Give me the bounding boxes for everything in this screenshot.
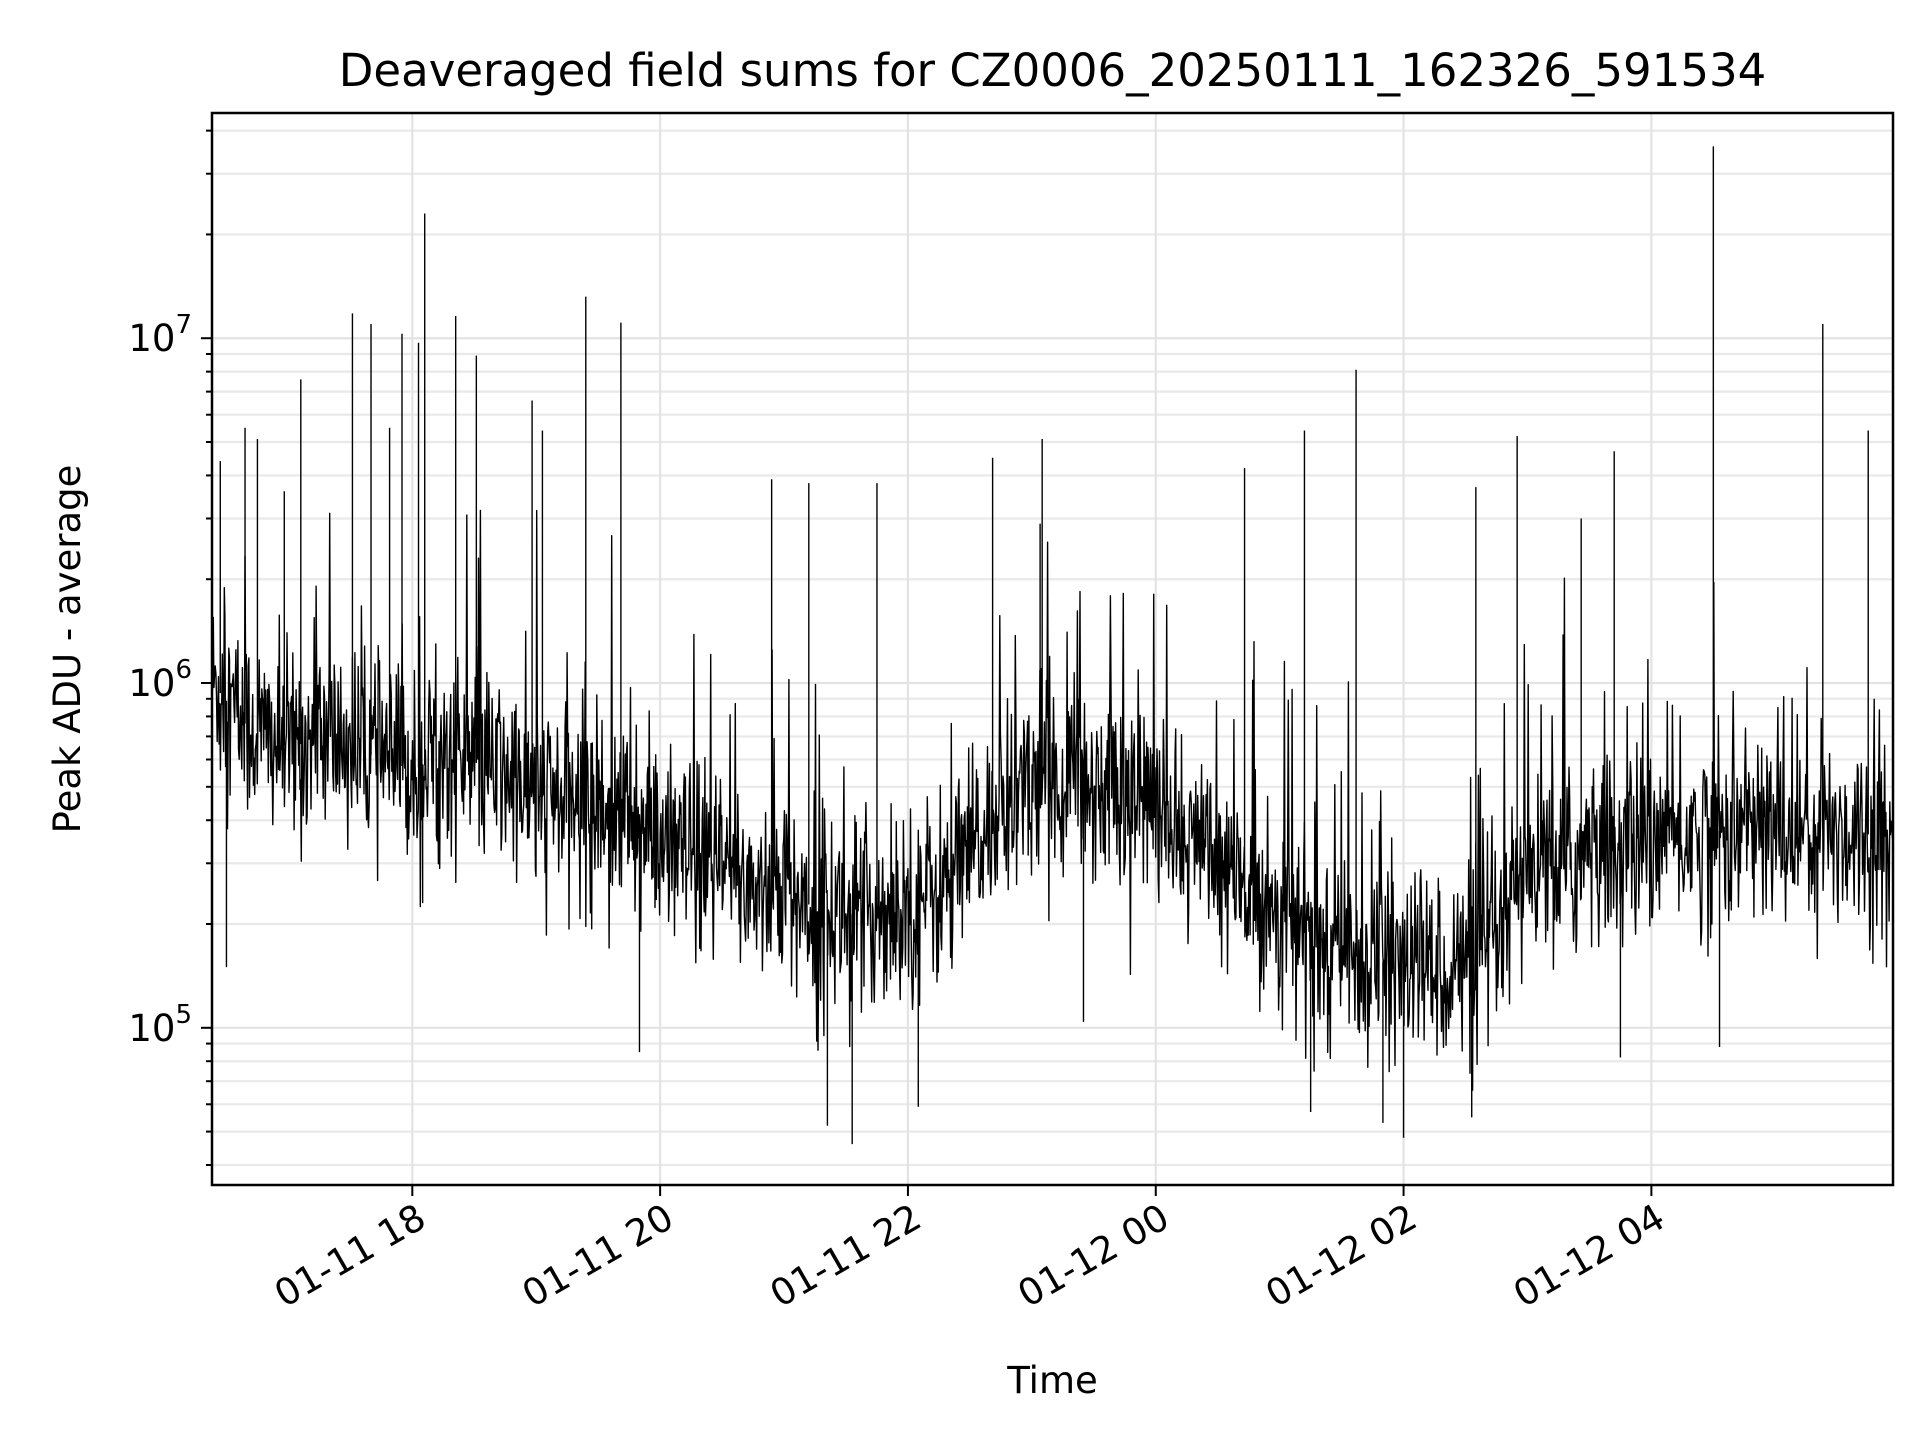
y-tick-label: 107	[128, 310, 192, 360]
series-line	[212, 509, 1893, 1091]
y-tick-label: 105	[128, 1000, 192, 1050]
chart-title: Deaveraged field sums for CZ0006_2025011…	[339, 44, 1766, 97]
series-line-group	[212, 146, 1893, 1145]
plot-frame	[210, 111, 1895, 1187]
x-axis-label: Time	[1006, 1359, 1098, 1402]
y-axis-label: Peak ADU - average	[46, 465, 89, 834]
y-tick-label: 106	[128, 655, 192, 705]
